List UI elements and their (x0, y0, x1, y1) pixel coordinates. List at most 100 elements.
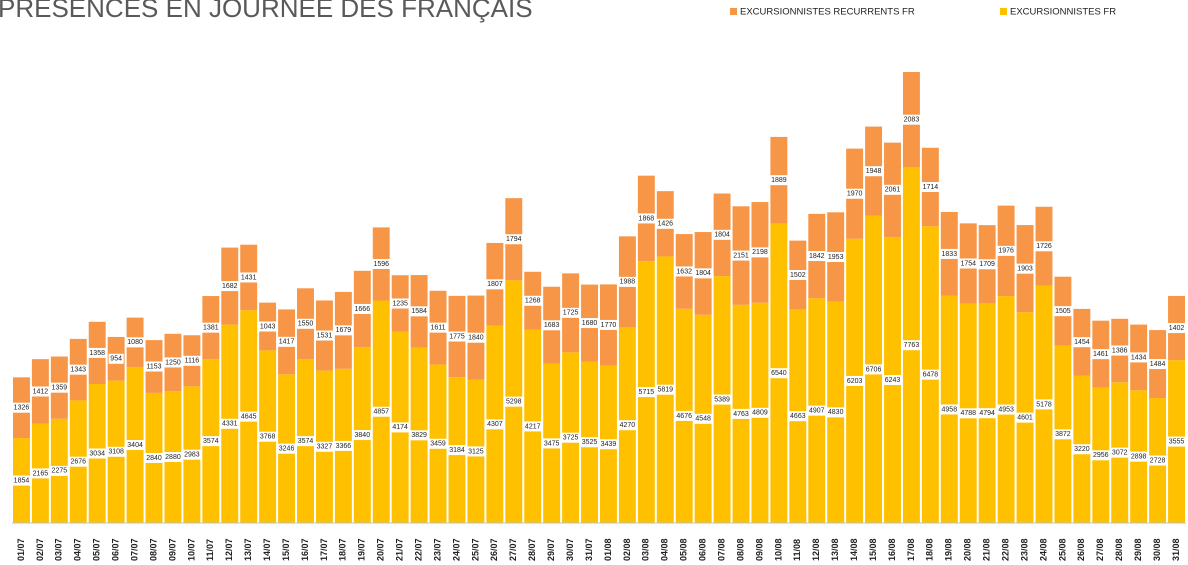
value-label: 1386 (1112, 347, 1128, 354)
value-label: 1714 (923, 184, 939, 191)
value-label: 4794 (979, 410, 995, 417)
value-label: 1484 (1150, 361, 1166, 368)
label-bg (352, 430, 372, 441)
value-label: 1461 (1093, 351, 1109, 358)
label-bg (201, 322, 221, 333)
value-label: 1080 (127, 339, 143, 346)
x-tick-label: 11/07 (205, 539, 215, 561)
value-label: 1709 (979, 261, 995, 268)
legend-swatch (730, 8, 737, 15)
label-bg (561, 307, 581, 318)
x-tick-label: 10/07 (186, 538, 196, 561)
value-label: 1343 (70, 367, 86, 374)
value-label: 2676 (70, 459, 86, 466)
label-bg (750, 247, 770, 258)
value-label: 1666 (355, 306, 371, 313)
label-bg (220, 418, 240, 429)
x-tick-label: 24/07 (451, 538, 461, 561)
label-bg (769, 368, 789, 379)
label-bg (428, 438, 448, 449)
x-tick-label: 09/08 (754, 538, 764, 561)
value-label: 3246 (279, 446, 295, 453)
label-bg (864, 364, 884, 375)
label-bg (277, 443, 297, 454)
x-tick-label: 10/08 (773, 538, 783, 561)
value-label: 4601 (1017, 414, 1033, 421)
x-tick-label: 04/08 (660, 538, 670, 561)
label-bg (1129, 451, 1149, 462)
label-bg (428, 322, 448, 333)
value-label: 2151 (733, 252, 749, 259)
x-tick-label: 15/08 (868, 538, 878, 561)
label-bg (674, 410, 694, 421)
label-bg (542, 438, 562, 449)
value-label: 2275 (52, 468, 68, 475)
label-bg (617, 420, 637, 431)
x-tick-label: 21/08 (982, 538, 992, 561)
chart-title: PRÉSENCES EN JOURNÉE DES FRANÇAIS (0, 0, 533, 23)
value-label: 4953 (998, 406, 1014, 413)
value-label: 5715 (639, 389, 655, 396)
value-label: 4663 (790, 413, 806, 420)
x-tick-label: 17/08 (906, 538, 916, 561)
label-bg (1053, 429, 1073, 440)
value-label: 2083 (904, 117, 920, 124)
label-bg (561, 432, 581, 443)
value-label: 2840 (146, 455, 162, 462)
label-bg (504, 234, 524, 245)
label-bg (807, 251, 827, 262)
label-bg (220, 281, 240, 292)
label-bg (409, 430, 429, 441)
value-label: 1868 (639, 215, 655, 222)
value-label: 1726 (1036, 243, 1052, 250)
value-label: 3125 (468, 448, 484, 455)
label-bg (1072, 337, 1092, 348)
value-label: 1611 (431, 325, 446, 332)
value-label: 1889 (771, 177, 787, 184)
legend-label: EXCURSIONNISTES FR (1010, 7, 1116, 18)
value-label: 3475 (544, 440, 560, 447)
label-bg (352, 303, 372, 314)
label-bg (769, 175, 789, 186)
label-bg (883, 375, 902, 386)
label-bg (883, 184, 902, 195)
label-bg (920, 182, 940, 193)
x-tick-label: 01/08 (603, 538, 613, 561)
x-tick-label: 06/07 (111, 538, 121, 561)
value-label: 4217 (525, 423, 541, 430)
label-bg (731, 250, 751, 261)
label-bg (485, 419, 505, 430)
value-label: 3327 (317, 444, 333, 451)
label-bg (108, 353, 124, 364)
label-bg (333, 325, 353, 336)
value-label: 1584 (411, 308, 427, 315)
label-bg (939, 404, 959, 415)
value-label: 3725 (563, 435, 579, 442)
x-tick-label: 16/07 (300, 538, 310, 561)
label-bg (693, 268, 713, 279)
value-label: 1426 (657, 221, 673, 228)
label-bg (466, 446, 486, 457)
value-label: 3768 (260, 434, 276, 441)
label-bg (314, 441, 334, 452)
value-label: 1842 (809, 253, 825, 260)
label-bg (314, 330, 334, 341)
label-bg (182, 449, 202, 460)
value-label: 6540 (771, 370, 787, 377)
legend-label: EXCURSIONNISTES RECURRENTS FR (740, 7, 915, 18)
x-tick-label: 14/08 (849, 538, 859, 561)
value-label: 1833 (942, 251, 958, 258)
value-label: 5819 (657, 387, 673, 394)
label-bg (466, 332, 486, 343)
label-bg (277, 336, 297, 347)
label-bg (598, 439, 618, 450)
x-tick-label: 31/08 (1171, 538, 1181, 561)
label-bg (939, 248, 959, 259)
label-bg (864, 166, 884, 177)
value-label: 6243 (885, 377, 901, 384)
value-label: 1116 (185, 358, 200, 365)
label-bg (485, 279, 505, 290)
value-label: 1358 (89, 350, 105, 357)
value-label: 5298 (506, 399, 522, 406)
label-bg (1167, 323, 1187, 334)
